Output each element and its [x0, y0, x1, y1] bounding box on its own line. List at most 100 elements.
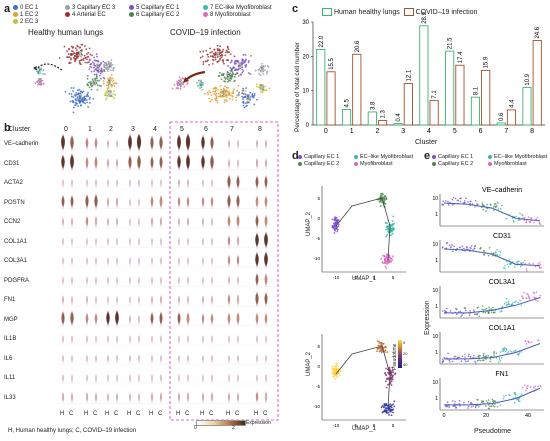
- pseudotime-point: [446, 405, 448, 408]
- umap-point: [91, 54, 93, 57]
- bar-value-label: 15.5: [329, 57, 335, 69]
- umap-point: [72, 106, 75, 109]
- pseudotime-point: [489, 358, 492, 360]
- umap-point: [93, 56, 96, 59]
- x-tick-label: 8: [530, 128, 534, 135]
- umap-point: [92, 97, 95, 100]
- x-tick-label: 6: [479, 128, 483, 135]
- bar-covid: [506, 109, 517, 126]
- pseudotime-point: [528, 341, 531, 344]
- bar-value-label: 3.8: [370, 101, 376, 110]
- pseudotime-point: [493, 405, 496, 408]
- umap-point: [248, 97, 251, 100]
- umap-point: [262, 70, 265, 73]
- umap-point: [244, 54, 247, 56]
- pseudotime-point: [508, 259, 510, 261]
- pseudotime-point: [472, 405, 475, 407]
- pseudotime-point: [449, 361, 451, 363]
- umap-point: [227, 93, 230, 95]
- umap-point: [208, 97, 211, 100]
- pseudotime-point: [444, 200, 447, 202]
- bar-value-label: 7.1: [432, 90, 438, 99]
- umap-point: [223, 99, 226, 101]
- pseudotime-point: [534, 265, 537, 268]
- umap-point: [107, 93, 110, 96]
- umap-point: [84, 45, 86, 48]
- pseudotime-point: [496, 405, 499, 408]
- umap-point: [90, 88, 93, 91]
- umap-point: [214, 94, 217, 96]
- umap-point: [241, 68, 244, 71]
- umap-point: [266, 70, 269, 73]
- pseudotime-point: [469, 310, 471, 312]
- umap-point: [216, 48, 219, 50]
- umap-point: [99, 70, 102, 73]
- umap-point: [255, 98, 258, 101]
- pseudotime-point: [520, 304, 523, 306]
- pseudotime-point: [442, 360, 445, 362]
- pseudotime-point: [507, 301, 509, 304]
- pseudotime-point: [461, 245, 464, 248]
- umap-point: [225, 93, 228, 96]
- umap-point: [262, 85, 265, 88]
- pseudotime-point: [474, 199, 477, 202]
- y-tick-label: 1: [435, 350, 438, 356]
- umap-point: [211, 63, 214, 65]
- x-tick-label: 1: [350, 128, 354, 135]
- umap-point: [90, 70, 93, 73]
- panel-d-letter: d: [292, 150, 299, 162]
- pseudotime-point: [459, 405, 461, 407]
- panel-d-legend: Capillary EC 1 EC–like Myofibroblast Capil…: [298, 154, 418, 172]
- umap-point: [217, 95, 220, 98]
- umap-healthy: 4 5 3 6 1 0 2 78: [33, 43, 118, 114]
- umap-point: [208, 90, 210, 92]
- pseudotime-point: [454, 197, 457, 200]
- pseudotime-point: [482, 354, 485, 357]
- pseudotime-point: [505, 348, 508, 350]
- umap-point: [91, 78, 94, 81]
- pseudotime-point: [499, 310, 501, 313]
- umap-point: [104, 93, 107, 96]
- pseudotime-point: [473, 313, 476, 316]
- umap-point: [261, 89, 264, 92]
- x-tick-label: 4: [427, 128, 431, 135]
- umap-point: [108, 65, 111, 68]
- pseudotime-point: [478, 359, 480, 361]
- umap-point: [259, 74, 262, 77]
- bar-covid: [532, 40, 542, 126]
- bar-value-label: 15.9: [484, 56, 490, 68]
- pseudotime-point: [486, 203, 488, 206]
- pseudotime-point: [476, 313, 479, 315]
- umap-point: [235, 99, 238, 102]
- gene-title: CD31: [493, 233, 511, 240]
- umap-point: [85, 48, 88, 51]
- umap-point: [242, 102, 245, 104]
- pseudotime-point: [486, 401, 489, 404]
- legend-item-8: 8 Myofibroblast: [203, 12, 251, 19]
- pseudotime-point: [474, 206, 476, 208]
- pseudotime-point: [452, 196, 455, 199]
- y-tick-label: 10: [432, 380, 438, 386]
- umap-point: [215, 89, 217, 92]
- umap-point: [247, 97, 249, 100]
- pseudotime-point: [445, 405, 447, 408]
- umap-point: [97, 60, 100, 63]
- umap-point: [224, 51, 227, 54]
- cluster-header-4: 4: [153, 126, 157, 133]
- umap-point: [229, 53, 232, 56]
- pseudotime-point: [500, 309, 503, 312]
- umap-point: [107, 61, 110, 63]
- pseudotime-point: [493, 351, 496, 353]
- bar-value-label: 1.3: [381, 110, 387, 119]
- umap-point: [232, 90, 235, 92]
- umap-point: [264, 69, 266, 72]
- gene-title: FN1: [495, 371, 508, 378]
- umap-point: [226, 50, 229, 53]
- umap-point: [114, 93, 117, 96]
- umap-point: [215, 97, 218, 100]
- umap-point: [233, 55, 236, 58]
- pseudotime-point: [521, 295, 523, 297]
- umap-point: [80, 53, 83, 55]
- umap-point: [206, 60, 208, 63]
